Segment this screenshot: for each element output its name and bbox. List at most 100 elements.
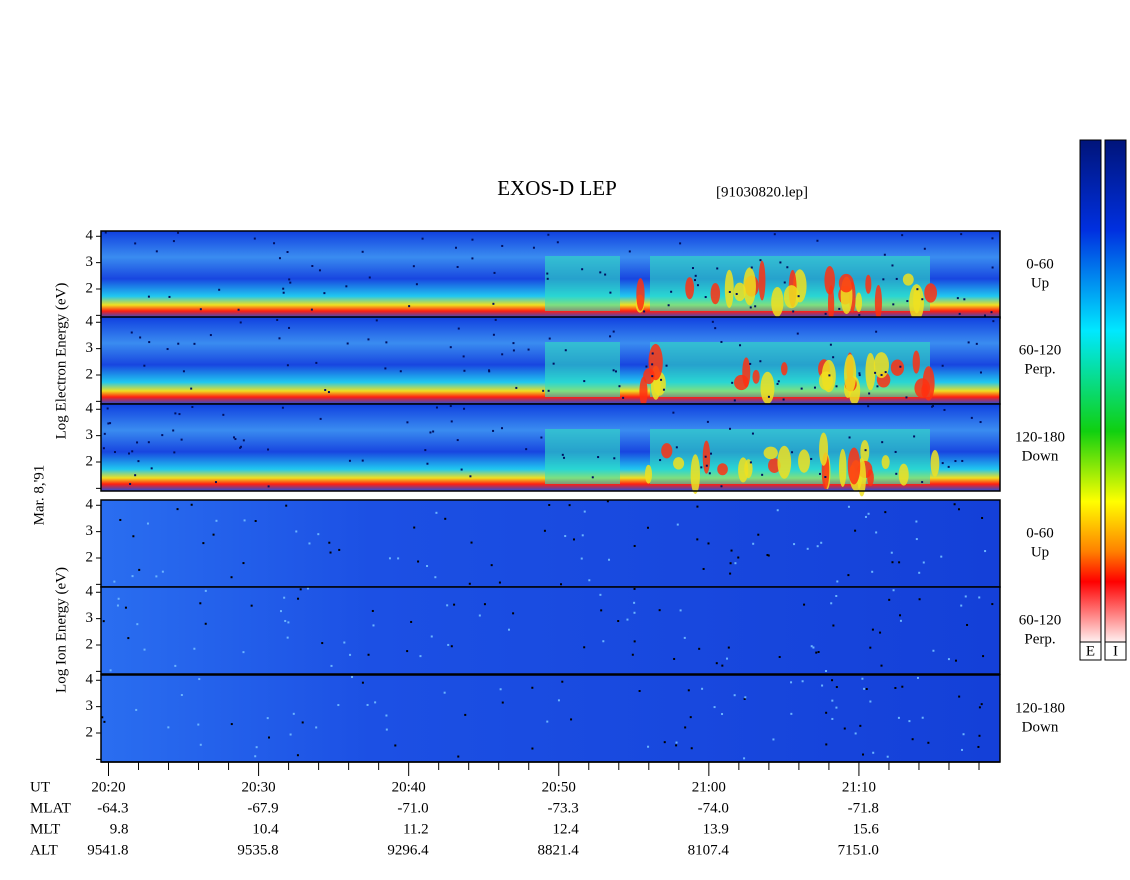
spectrogram-noise	[895, 277, 898, 280]
spectrogram-noise	[155, 575, 158, 578]
spectrogram-noise	[743, 757, 746, 760]
spectrogram-noise	[947, 465, 950, 468]
spectrogram-noise	[676, 523, 679, 526]
spectrogram-feature	[890, 359, 905, 376]
spectrogram-noise	[546, 720, 549, 723]
spectrogram-noise	[960, 233, 963, 236]
y-tick-label: 3	[86, 610, 94, 626]
y-tick-label: 4	[86, 401, 94, 417]
spectrogram-noise	[729, 562, 732, 565]
spectrogram-feature	[710, 282, 721, 305]
spectrogram-noise	[243, 519, 246, 522]
spectrogram-noise	[721, 713, 724, 716]
spectrogram-noise	[426, 565, 429, 568]
y-tick-label: 2	[86, 724, 94, 740]
spectrogram-noise	[865, 688, 868, 691]
orbit-value: 15.6	[853, 821, 880, 837]
spectrogram-noise	[820, 541, 823, 544]
spectrogram-noise	[643, 310, 646, 313]
spectrogram-noise	[116, 604, 119, 607]
spectrogram-noise	[862, 753, 865, 756]
spectrogram-feature	[743, 267, 756, 306]
spectrogram-noise	[772, 738, 775, 741]
orbit-value: 9.8	[110, 821, 129, 837]
spectrogram-noise	[638, 690, 641, 693]
spectrogram-noise	[501, 353, 504, 356]
spectrogram-feature	[650, 256, 705, 311]
spectrogram-noise	[547, 389, 550, 392]
y-tick-label: 4	[86, 672, 94, 688]
spectrogram-noise	[721, 664, 724, 667]
spectrogram-noise	[609, 291, 612, 294]
spectrogram-noise	[292, 712, 295, 715]
x-tick-label: 20:30	[242, 779, 276, 795]
spectrogram-noise	[660, 378, 663, 381]
spectrogram-noise	[882, 278, 885, 281]
spectrogram-noise	[791, 451, 794, 454]
spectrogram-noise	[230, 576, 233, 579]
spectrogram-noise	[286, 364, 289, 367]
spectrogram-noise	[982, 655, 985, 658]
spectrogram-noise	[242, 562, 245, 565]
spectrogram-noise	[975, 342, 978, 345]
spectrogram-noise	[869, 700, 872, 703]
spectrogram-noise	[501, 244, 504, 247]
spectrogram-noise	[182, 370, 185, 373]
x-tick-label: 21:00	[692, 779, 726, 795]
spectrogram-noise	[832, 624, 835, 627]
spectrogram-noise	[319, 417, 322, 420]
spectrogram-noise	[572, 538, 575, 541]
spectrogram-noise	[289, 281, 292, 284]
spectrogram-noise	[512, 612, 515, 615]
spectrogram-noise	[499, 688, 502, 691]
spectrogram-noise	[970, 416, 973, 419]
spectrogram-noise	[286, 636, 289, 639]
orbit-value: -73.3	[548, 800, 579, 816]
spectrogram-noise	[361, 681, 364, 684]
spectrogram-noise	[351, 675, 354, 678]
spectrogram-noise	[117, 597, 120, 600]
spectrogram-noise	[276, 318, 279, 321]
spectrogram-noise	[694, 274, 697, 277]
spectrogram-noise	[104, 231, 107, 234]
spectrogram-noise	[564, 535, 567, 538]
spectrogram-noise	[701, 687, 704, 690]
spectrogram-noise	[628, 250, 631, 253]
spectrogram-noise	[899, 365, 902, 368]
spectrogram-noise	[218, 288, 221, 291]
spectrogram-noise	[927, 741, 930, 744]
colorbar-label: E	[1086, 643, 1095, 659]
orbit-value: 12.4	[553, 821, 580, 837]
spectrogram-noise	[796, 332, 799, 335]
spectrogram-noise	[446, 604, 449, 607]
spectrogram-feature	[783, 285, 800, 309]
spectrogram-noise	[891, 264, 894, 267]
spectrogram-noise	[137, 460, 140, 463]
spectrogram-noise	[282, 287, 285, 290]
spectrogram-noise	[563, 456, 566, 459]
spectrogram-noise	[212, 533, 215, 536]
spectrogram-noise	[134, 474, 137, 477]
spectrogram-noise	[329, 551, 332, 554]
spectrogram-noise	[874, 371, 877, 374]
spectrogram-noise	[726, 657, 729, 660]
spectrogram-noise	[749, 306, 752, 309]
spectrogram-noise	[284, 619, 287, 622]
spectrogram-noise	[435, 406, 438, 409]
spectrogram-noise	[367, 338, 370, 341]
spectrogram-noise	[408, 305, 411, 308]
spectrogram-feature	[545, 429, 620, 484]
spectrogram-noise	[488, 369, 491, 372]
spectrogram-feature	[648, 343, 663, 381]
spectrogram-noise	[323, 292, 326, 295]
spectrogram-noise	[884, 511, 887, 514]
x-tick-label: 20:40	[392, 779, 426, 795]
spectrogram-noise	[847, 505, 850, 508]
spectrogram-noise	[406, 421, 409, 424]
spectrogram-noise	[457, 755, 460, 758]
spectrogram-noise	[176, 508, 179, 511]
spectrogram-noise	[109, 422, 112, 425]
orbit-row-label: UT	[30, 779, 50, 795]
spectrogram-noise	[462, 355, 465, 358]
spectrogram-noise	[689, 716, 692, 719]
